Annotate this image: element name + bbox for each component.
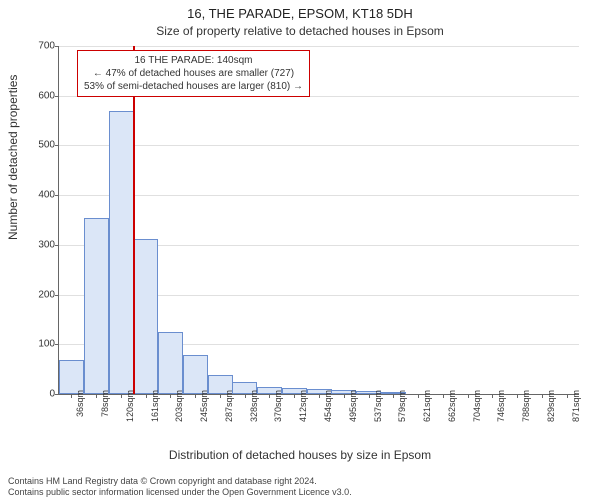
x-tick-label: 203sqm xyxy=(174,390,184,422)
gridline xyxy=(59,46,579,47)
y-tick-label: 700 xyxy=(27,41,55,52)
x-tick-mark xyxy=(245,394,246,398)
x-tick-label: 871sqm xyxy=(571,390,581,422)
x-tick-mark xyxy=(195,394,196,398)
y-tick-label: 600 xyxy=(27,90,55,101)
y-tick-mark xyxy=(55,195,59,196)
y-tick-mark xyxy=(55,344,59,345)
x-tick-mark xyxy=(121,394,122,398)
histogram-bar xyxy=(158,332,183,394)
x-tick-mark xyxy=(393,394,394,398)
x-tick-label: 328sqm xyxy=(249,390,259,422)
chart-container: 16, THE PARADE, EPSOM, KT18 5DH Size of … xyxy=(0,0,600,500)
y-tick-mark xyxy=(55,295,59,296)
y-tick-label: 100 xyxy=(27,339,55,350)
x-tick-mark xyxy=(418,394,419,398)
annotation-line: 53% of semi-detached houses are larger (… xyxy=(84,80,303,93)
x-tick-mark xyxy=(269,394,270,398)
x-tick-label: 537sqm xyxy=(373,390,383,422)
footer-attribution: Contains HM Land Registry data © Crown c… xyxy=(8,476,592,499)
x-tick-mark xyxy=(567,394,568,398)
x-tick-label: 161sqm xyxy=(150,390,160,422)
x-tick-label: 746sqm xyxy=(496,390,506,422)
y-tick-label: 200 xyxy=(27,289,55,300)
footer-line-1: Contains HM Land Registry data © Crown c… xyxy=(8,476,592,487)
marker-line xyxy=(133,46,135,394)
y-tick-mark xyxy=(55,96,59,97)
x-tick-mark xyxy=(344,394,345,398)
y-axis-label: Number of detached properties xyxy=(6,75,20,240)
x-tick-mark xyxy=(170,394,171,398)
annotation-box: 16 THE PARADE: 140sqm← 47% of detached h… xyxy=(77,50,310,97)
chart-subtitle: Size of property relative to detached ho… xyxy=(0,24,600,38)
x-tick-label: 495sqm xyxy=(348,390,358,422)
x-tick-mark xyxy=(96,394,97,398)
x-tick-mark xyxy=(71,394,72,398)
histogram-bar xyxy=(133,239,158,394)
x-tick-label: 662sqm xyxy=(447,390,457,422)
gridline xyxy=(59,195,579,196)
histogram-bar xyxy=(84,218,109,394)
x-tick-mark xyxy=(294,394,295,398)
x-tick-mark xyxy=(369,394,370,398)
x-tick-mark xyxy=(319,394,320,398)
gridline xyxy=(59,145,579,146)
x-tick-mark xyxy=(468,394,469,398)
x-tick-label: 829sqm xyxy=(546,390,556,422)
x-tick-label: 120sqm xyxy=(125,390,135,422)
annotation-line: ← 47% of detached houses are smaller (72… xyxy=(84,67,303,80)
histogram-bar xyxy=(59,360,84,394)
y-tick-mark xyxy=(55,46,59,47)
histogram-bar xyxy=(183,355,208,394)
x-tick-label: 621sqm xyxy=(422,390,432,422)
x-tick-label: 370sqm xyxy=(273,390,283,422)
footer-line-2: Contains public sector information licen… xyxy=(8,487,592,498)
y-tick-mark xyxy=(55,145,59,146)
x-tick-mark xyxy=(443,394,444,398)
chart-title: 16, THE PARADE, EPSOM, KT18 5DH xyxy=(0,6,600,21)
y-tick-mark xyxy=(55,245,59,246)
y-tick-label: 300 xyxy=(27,239,55,250)
x-tick-label: 788sqm xyxy=(521,390,531,422)
y-tick-label: 400 xyxy=(27,190,55,201)
x-tick-label: 287sqm xyxy=(224,390,234,422)
y-tick-label: 500 xyxy=(27,140,55,151)
y-tick-mark xyxy=(55,394,59,395)
x-tick-label: 78sqm xyxy=(100,390,110,417)
x-tick-mark xyxy=(542,394,543,398)
x-tick-mark xyxy=(220,394,221,398)
x-tick-label: 245sqm xyxy=(199,390,209,422)
x-tick-mark xyxy=(517,394,518,398)
x-tick-label: 36sqm xyxy=(75,390,85,417)
plot-area: 010020030040050060070036sqm78sqm120sqm16… xyxy=(58,46,579,395)
x-axis-label: Distribution of detached houses by size … xyxy=(0,448,600,462)
x-tick-label: 454sqm xyxy=(323,390,333,422)
annotation-line: 16 THE PARADE: 140sqm xyxy=(84,54,303,67)
x-tick-label: 704sqm xyxy=(472,390,482,422)
x-tick-label: 579sqm xyxy=(397,390,407,422)
x-tick-mark xyxy=(146,394,147,398)
histogram-bar xyxy=(109,111,134,394)
x-tick-mark xyxy=(492,394,493,398)
x-tick-label: 412sqm xyxy=(298,390,308,422)
y-tick-label: 0 xyxy=(27,389,55,400)
